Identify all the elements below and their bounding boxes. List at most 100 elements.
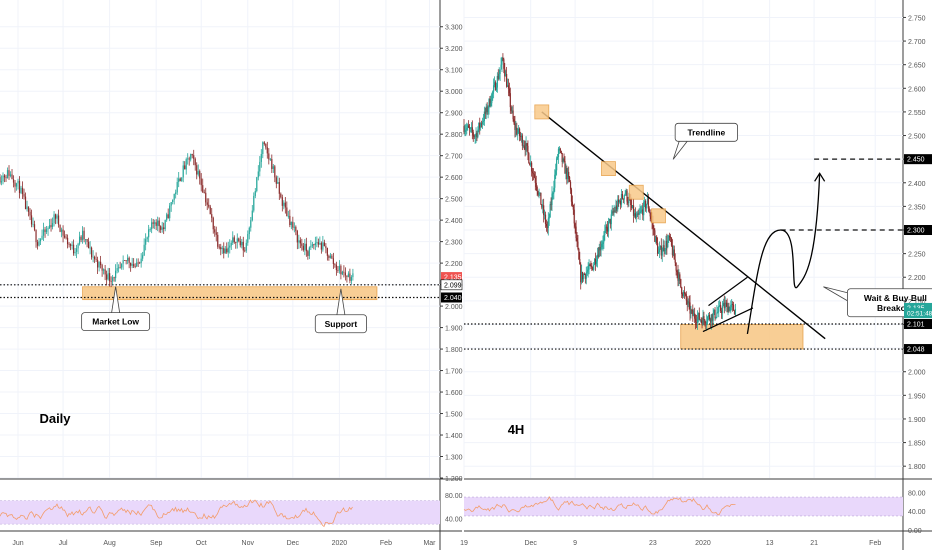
candle-body (94, 256, 96, 260)
y-tick-label: 2.000 (908, 370, 926, 377)
annotation-box (314, 314, 367, 334)
four-hour-candles (463, 53, 737, 331)
candle-body (572, 205, 574, 210)
candle-body (473, 135, 475, 137)
touch-marker (601, 161, 616, 177)
candle-body (652, 222, 654, 229)
touch-marker (651, 208, 666, 224)
candle-body (717, 311, 719, 313)
y-tick-label: 1.700 (445, 369, 463, 376)
price-label-text: 2.135 (444, 275, 462, 282)
candle-body (694, 313, 696, 319)
candle-body (580, 264, 582, 283)
candle-body (130, 262, 132, 266)
candle-body (673, 249, 675, 260)
y-tick-label: 2.800 (445, 132, 463, 139)
candle-body (344, 272, 346, 276)
candle-body (679, 274, 681, 279)
candle-body (534, 177, 536, 183)
candle-body (591, 265, 593, 268)
candle-body (615, 205, 617, 211)
candle-body (301, 243, 303, 246)
y-tick-label: 1.400 (445, 433, 463, 440)
price-label-text: 2.040 (444, 295, 462, 302)
y-tick-label: 2.300 (445, 240, 463, 247)
candle-body (12, 179, 15, 183)
daily-price-axis[interactable]: 3.300 3.200 3.100 3.000 2.900 2.800 2.700 2.600… (440, 25, 463, 483)
candle-body (546, 226, 548, 228)
daily-time-axis[interactable]: Jun Jul Aug Sep Oct Nov Dec 2020 Feb Mar (12, 540, 436, 547)
four-hour-price-axis[interactable]: 2.750 2.700 2.650 2.600 2.550 2.500 2.450 2.400… (903, 15, 926, 471)
y-tick-label: 3.100 (445, 68, 463, 75)
candle-body (659, 245, 661, 249)
candle-body (518, 128, 520, 133)
candle-body (634, 213, 636, 218)
touch-marker (628, 184, 644, 200)
candle-body (241, 241, 243, 246)
candle-body (577, 241, 579, 249)
candle-body (728, 306, 730, 312)
candle-body (326, 248, 328, 256)
candle-body (733, 310, 736, 315)
candle-body (485, 106, 487, 114)
price-label-text: 2.099 (444, 282, 462, 289)
candle-body (675, 262, 677, 271)
candle-body (277, 182, 279, 184)
candle-body (480, 123, 482, 128)
four-hour-time-axis[interactable]: 19 Dec 9 23 2020 13 21 Feb (460, 540, 881, 547)
candle-body (734, 309, 737, 315)
candle-body (2, 175, 4, 182)
candle-body (292, 221, 294, 228)
candle-body (592, 267, 594, 270)
candle-body (638, 213, 640, 215)
daily-candles (0, 141, 354, 288)
candle-body (83, 230, 85, 240)
candle-body (469, 127, 472, 129)
candle-body (349, 273, 351, 281)
x-tick-label: 2020 (695, 540, 711, 547)
candle-body (616, 205, 618, 210)
daily-rsi-panel: 80.00 40.00 (0, 493, 463, 528)
candle-body (310, 246, 312, 248)
candle-body (24, 196, 27, 210)
candle-body (100, 261, 102, 266)
candle-body (645, 203, 648, 209)
candle-body (604, 230, 606, 235)
candle-body (490, 103, 492, 106)
candle-body (530, 162, 532, 166)
candle-body (218, 246, 220, 248)
y-tick-label: 2.500 (445, 197, 463, 204)
candle-body (593, 264, 595, 270)
candle-body (628, 198, 630, 203)
candle-body (229, 245, 231, 248)
candle-body (612, 211, 614, 213)
candle-body (596, 254, 598, 262)
candle-body (482, 120, 485, 122)
y-tick-label: 2.200 (908, 275, 926, 282)
candle-body (569, 176, 571, 182)
candle-body (707, 314, 710, 318)
candle-body (541, 204, 543, 208)
candle-body (732, 304, 734, 305)
rsi-tick-label: 0.00 (908, 528, 922, 535)
candle-body (332, 258, 334, 265)
candle-body (160, 226, 162, 230)
y-tick-label: 2.500 (908, 134, 926, 141)
candle-body (731, 304, 733, 305)
candle-body (33, 224, 36, 230)
candle-body (682, 292, 685, 297)
candle-body (313, 244, 315, 246)
candle-body (588, 264, 590, 270)
candle-body (614, 210, 616, 212)
candle-body (233, 237, 235, 243)
y-tick-label: 1.600 (445, 390, 463, 397)
candle-body (594, 258, 597, 265)
candle-body (248, 227, 250, 235)
candle-body (633, 213, 636, 216)
four-hour-timeframe-label: 4H (508, 422, 525, 437)
candle-body (603, 234, 605, 243)
candle-body (510, 107, 512, 111)
candle-body (145, 239, 147, 245)
candle-body (122, 260, 124, 264)
candle-body (80, 236, 82, 240)
